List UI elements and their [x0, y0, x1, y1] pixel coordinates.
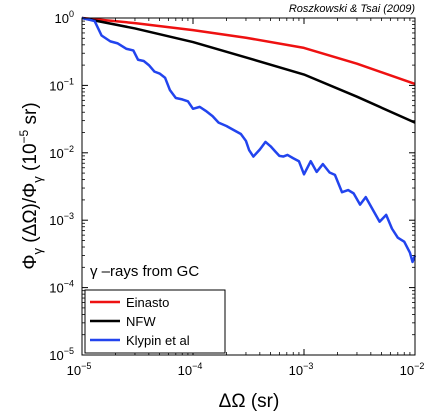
plot-frame: [81, 17, 416, 356]
x-axis-label: ΔΩ (sr): [219, 391, 280, 412]
series-line-0: [81, 16, 416, 86]
legend-label-1: NFW: [126, 314, 156, 329]
x-tick-label: 10−2: [400, 361, 425, 378]
y-tick-label: 10−1: [49, 76, 74, 93]
y-tick-label: 10−2: [49, 144, 74, 161]
y-tick-label: 100: [55, 9, 74, 26]
legend-label-0: Einasto: [126, 295, 169, 310]
legend-items: Einasto NFW Klypin et al: [90, 295, 190, 348]
series-line-2: [81, 16, 417, 264]
ticks-layer: [81, 17, 416, 356]
x-tick-label: 10−4: [178, 361, 203, 378]
legend: Einasto NFW Klypin et al: [84, 289, 226, 354]
y-tick-label: 10−3: [49, 211, 74, 228]
annotation-text: γ –rays from GC: [90, 263, 199, 280]
y-axis-label: Φγ (ΔΩ)/Φγ (10−5 sr): [17, 102, 45, 269]
legend-label-2: Klypin et al: [126, 333, 190, 348]
x-tick-label: 10−5: [67, 361, 92, 378]
y-tick-label: 10−5: [49, 346, 74, 363]
y-tick-label: 10−4: [49, 279, 74, 296]
series-layer: [81, 16, 417, 264]
y-tick-labels: 10−5 10−4 10−3 10−2 10−1 100: [49, 9, 74, 363]
series-line-1: [81, 16, 416, 124]
x-tick-label: 10−3: [289, 361, 314, 378]
credit-text: Roszkowski & Tsai (2009): [289, 3, 415, 15]
x-tick-labels: 10−5 10−4 10−3 10−2: [67, 361, 425, 378]
